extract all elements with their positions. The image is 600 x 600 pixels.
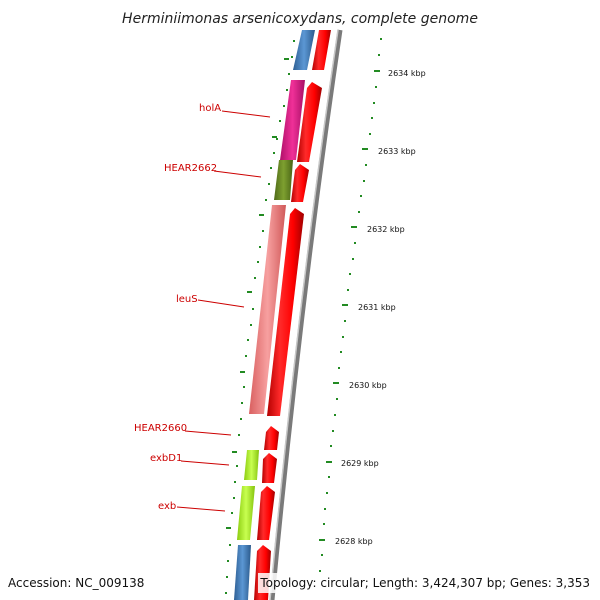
kbp-label: 2633 kbp bbox=[378, 147, 416, 156]
topology-backdrop bbox=[258, 573, 593, 593]
forward-gene-2 bbox=[297, 82, 322, 162]
forward-gene-1 bbox=[312, 30, 331, 70]
gene-label-HEAR2660[interactable]: HEAR2660 bbox=[134, 423, 187, 434]
kbp-label: 2634 kbp bbox=[388, 69, 426, 78]
gene-label-exb[interactable]: exb bbox=[158, 501, 176, 512]
forward-gene-7 bbox=[257, 486, 275, 540]
leader-line-exb bbox=[176, 506, 226, 512]
topology-text: Topology: circular; Length: 3,424,307 bp… bbox=[259, 576, 590, 590]
kbp-label: 2632 kbp bbox=[367, 225, 405, 234]
outer-scale-ticks bbox=[319, 38, 382, 572]
inner-tick-marks bbox=[225, 40, 295, 594]
gene-label-holA[interactable]: holA bbox=[199, 103, 221, 114]
forward-gene-4 bbox=[267, 208, 304, 416]
leader-line-HEAR2662 bbox=[213, 170, 262, 178]
leader-line-leuS bbox=[197, 299, 245, 308]
salmon-gene-leuS bbox=[249, 205, 286, 414]
leader-line-HEAR2660 bbox=[184, 430, 232, 436]
gene-label-exbD1[interactable]: exbD1 bbox=[150, 453, 182, 464]
magenta-gene-holA bbox=[280, 80, 305, 160]
map-title: Herminiimonas arsenicoxydans, complete g… bbox=[122, 11, 478, 27]
gene-label-HEAR2662[interactable]: HEAR2662 bbox=[164, 163, 217, 174]
kbp-label: 2629 kbp bbox=[341, 459, 379, 468]
forward-gene-6 bbox=[262, 453, 277, 483]
lime-gene-exb bbox=[237, 486, 255, 540]
lime-gene-exbD1 bbox=[244, 450, 259, 480]
leader-line-exbD1 bbox=[180, 460, 230, 466]
kbp-scale-labels: 2634 kbp 2633 kbp 2632 kbp 2631 kbp 2630… bbox=[335, 69, 426, 546]
gene-label-leuS[interactable]: leuS bbox=[176, 294, 198, 305]
forward-gene-5 bbox=[264, 426, 279, 450]
blue-gene-top bbox=[293, 30, 315, 70]
genome-backbone-highlight bbox=[269, 29, 339, 600]
genome-backbone bbox=[269, 29, 343, 600]
accession-text: Accession: NC_009138 bbox=[8, 576, 144, 590]
olive-gene-HEAR2662 bbox=[274, 160, 293, 200]
forward-gene-3 bbox=[291, 164, 309, 202]
kbp-label: 2631 kbp bbox=[358, 303, 396, 312]
reverse-strand-genes bbox=[234, 30, 315, 600]
kbp-label: 2628 kbp bbox=[335, 537, 373, 546]
leader-line-holA bbox=[221, 110, 271, 118]
gene-labels: holA HEAR2662 leuS HEAR2660 exbD1 exb bbox=[134, 103, 271, 512]
kbp-label: 2630 kbp bbox=[349, 381, 387, 390]
blue-gene-bottom bbox=[234, 545, 251, 600]
